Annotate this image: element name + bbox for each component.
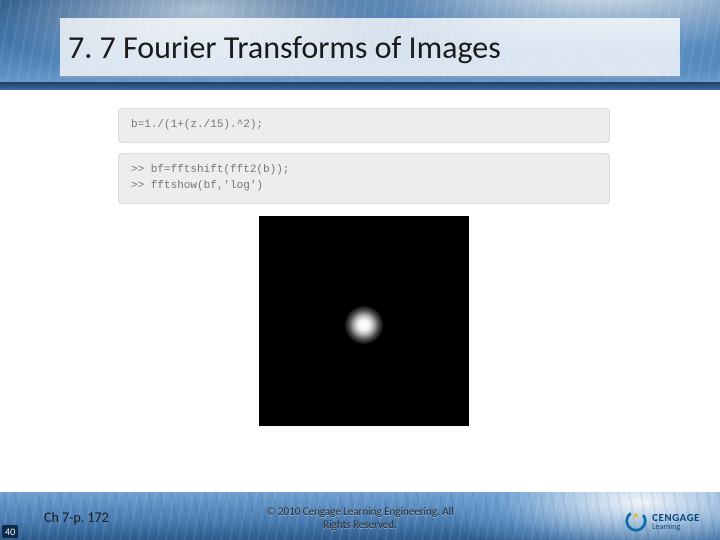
logo-brand: CENGAGE (652, 512, 700, 523)
title-container: 7. 7 Fourier Transforms of Images (60, 18, 680, 78)
footer-band: 40 Ch 7-p. 172 © 2010 Cengage Learning E… (0, 492, 720, 540)
slide-number: 40 (2, 525, 18, 538)
copyright-line-1: © 2010 Cengage Learning Engineering. All (266, 505, 453, 518)
content-area: b=1./(1+(z./15).^2); >> bf=fftshift(fft2… (0, 100, 720, 490)
logo-text: CENGAGE Learning (652, 512, 700, 531)
code-block-1: b=1./(1+(z./15).^2); (118, 108, 610, 143)
fft-output-figure (259, 216, 469, 426)
fft-peak-blob (345, 306, 383, 344)
footer-page-ref: Ch 7-p. 172 (44, 509, 109, 526)
footer-copyright: © 2010 Cengage Learning Engineering. All… (266, 505, 453, 533)
cengage-logo: CENGAGE Learning (625, 510, 700, 532)
code-block-2: >> bf=fftshift(fft2(b)); >> fftshow(bf,'… (118, 153, 610, 204)
slide: 7. 7 Fourier Transforms of Images b=1./(… (0, 0, 720, 540)
logo-sub: Learning (652, 523, 700, 531)
logo-mark-icon (625, 510, 647, 532)
header-accent-bar (0, 82, 720, 90)
copyright-line-2: Rights Reserved. (323, 518, 397, 531)
page-title: 7. 7 Fourier Transforms of Images (68, 28, 501, 67)
